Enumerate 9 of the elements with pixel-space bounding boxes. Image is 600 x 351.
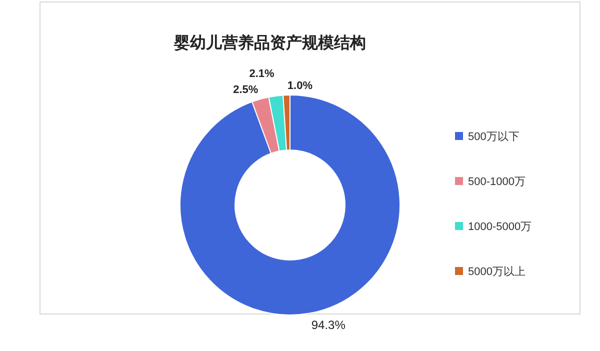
legend-label: 500万以下 xyxy=(468,130,520,143)
legend-label: 1000-5000万 xyxy=(468,221,532,233)
data-label: 1.0% xyxy=(287,80,313,92)
legend-label: 5000万以上 xyxy=(468,265,526,278)
data-label: 94.3% xyxy=(311,318,346,332)
data-label: 2.5% xyxy=(233,84,258,96)
data-label: 2.1% xyxy=(249,68,275,80)
chart-title: 婴幼儿营养品资产规模结构 xyxy=(173,33,366,52)
legend-label: 500-1000万 xyxy=(468,176,526,188)
